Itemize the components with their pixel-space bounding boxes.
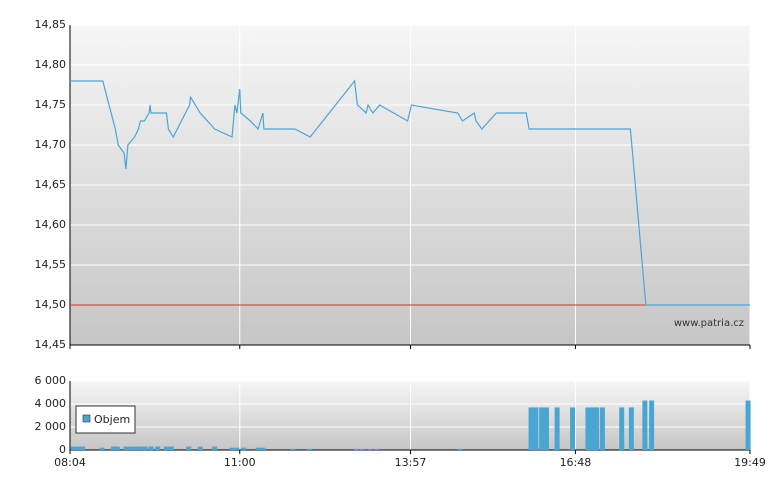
volume-bar bbox=[255, 447, 261, 450]
volume-bar bbox=[619, 407, 625, 450]
y-tick-label: 14,75 bbox=[35, 98, 67, 111]
volume-bar bbox=[594, 407, 600, 450]
y-tick-label: 2 000 bbox=[35, 420, 67, 433]
y-tick-label: 0 bbox=[59, 443, 66, 456]
volume-bar bbox=[367, 448, 373, 450]
volume-bar bbox=[353, 448, 359, 450]
volume-bar bbox=[234, 447, 240, 450]
volume-bar bbox=[359, 448, 365, 450]
volume-bar bbox=[133, 446, 139, 450]
volume-bar bbox=[570, 407, 576, 450]
volume-bar bbox=[148, 446, 154, 450]
y-tick-label: 4 000 bbox=[35, 397, 67, 410]
volume-bar bbox=[745, 400, 751, 450]
volume-bar bbox=[155, 446, 161, 450]
y-tick-label: 14,55 bbox=[35, 258, 67, 271]
volume-bar bbox=[241, 447, 247, 450]
y-tick-label: 14,70 bbox=[35, 138, 67, 151]
volume-bar bbox=[539, 407, 545, 450]
volume-bar bbox=[142, 446, 148, 450]
x-tick-label: 19:49 bbox=[734, 456, 766, 469]
volume-bar bbox=[137, 446, 143, 450]
volume-bar bbox=[554, 407, 560, 450]
volume-bar bbox=[128, 446, 134, 450]
x-tick-label: 13:57 bbox=[395, 456, 427, 469]
volume-bar bbox=[628, 407, 634, 450]
volume-bar bbox=[99, 447, 105, 450]
volume-bar bbox=[590, 407, 596, 450]
volume-bar bbox=[260, 447, 266, 450]
volume-bar bbox=[306, 448, 312, 450]
legend-swatch bbox=[82, 414, 91, 423]
volume-bar bbox=[374, 448, 380, 450]
y-tick-label: 14,45 bbox=[35, 338, 67, 351]
volume-bar bbox=[123, 446, 129, 450]
volume-bar bbox=[75, 446, 81, 450]
y-tick-label: 14,65 bbox=[35, 178, 67, 191]
y-tick-label: 14,50 bbox=[35, 298, 67, 311]
volume-bar bbox=[229, 447, 235, 450]
volume-bar bbox=[649, 400, 655, 450]
volume-bar bbox=[212, 446, 218, 450]
y-tick-label: 14,60 bbox=[35, 218, 67, 231]
volume-bar bbox=[197, 446, 203, 450]
volume-bar bbox=[290, 448, 296, 450]
volume-bar bbox=[457, 448, 463, 450]
x-tick-label: 08:04 bbox=[54, 456, 86, 469]
watermark: www.patria.cz bbox=[674, 318, 744, 329]
y-tick-label: 6 000 bbox=[35, 374, 67, 387]
volume-bar bbox=[114, 446, 120, 450]
x-tick-label: 16:48 bbox=[560, 456, 592, 469]
x-tick-label: 11:00 bbox=[224, 456, 256, 469]
y-tick-label: 14,80 bbox=[35, 58, 67, 71]
volume-bar bbox=[80, 446, 86, 450]
volume-bar bbox=[543, 407, 549, 450]
volume-bar bbox=[599, 407, 605, 450]
volume-bar bbox=[186, 446, 192, 450]
volume-bar bbox=[70, 446, 76, 450]
volume-bar bbox=[163, 446, 169, 450]
volume-bar bbox=[110, 446, 116, 450]
volume-bar bbox=[533, 407, 539, 450]
price-line bbox=[70, 79, 750, 306]
y-tick-label: 14,85 bbox=[35, 18, 67, 31]
legend-label: Objem bbox=[94, 413, 130, 426]
volume-bar bbox=[528, 407, 534, 450]
volume-bar bbox=[642, 400, 648, 450]
volume-bar bbox=[168, 446, 174, 450]
volume-bar bbox=[585, 407, 591, 450]
